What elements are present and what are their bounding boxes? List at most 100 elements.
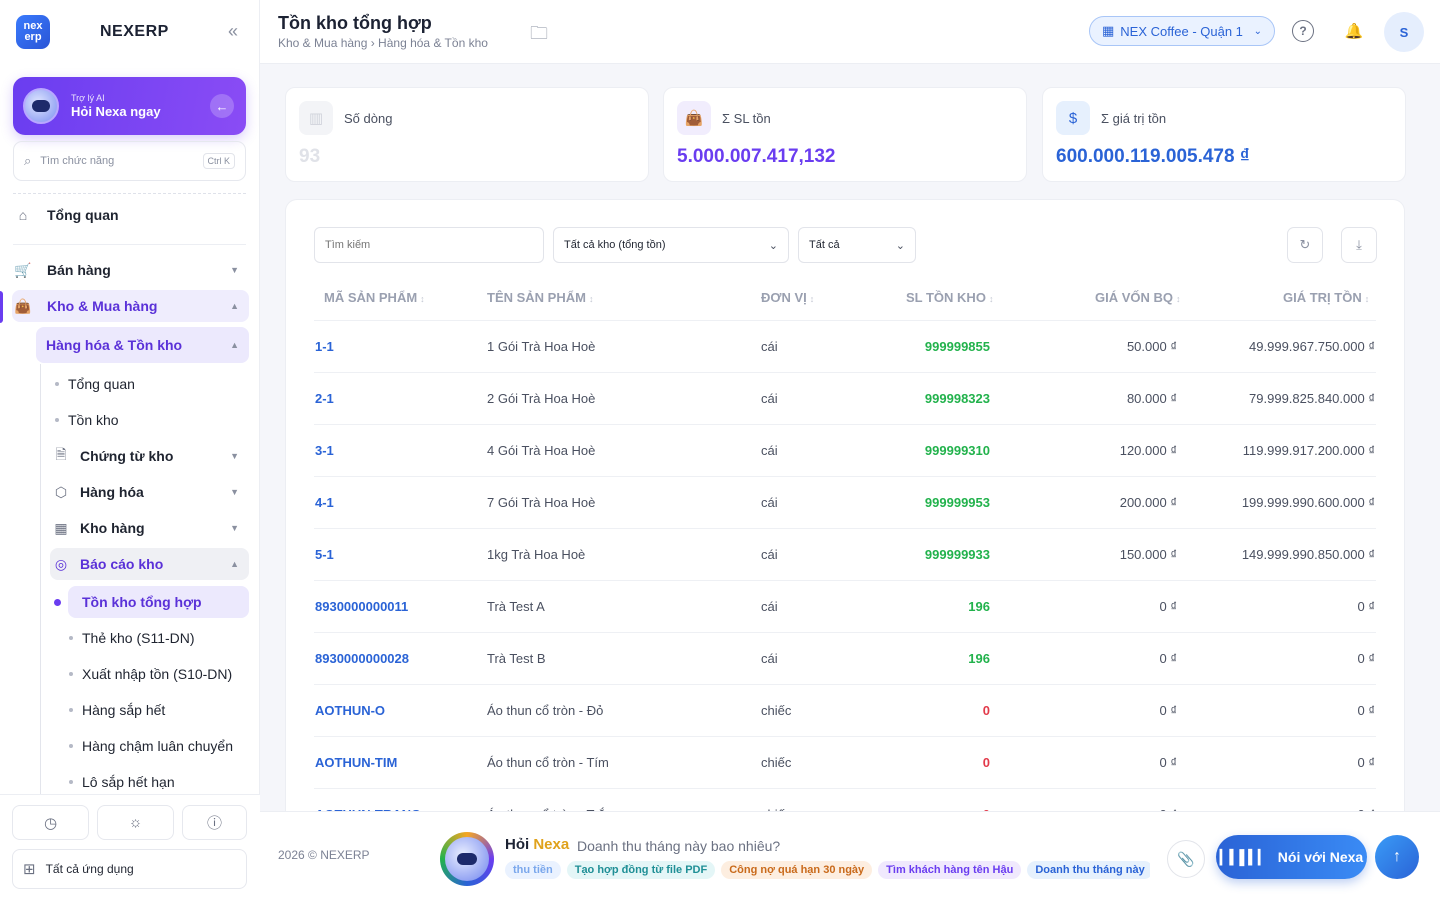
product-code-link[interactable]: 8930000000028	[315, 651, 409, 666]
suggestion-chip[interactable]: Tìm khách hàng tên Hậu	[878, 861, 1022, 879]
table-row[interactable]: 2-1 2 Gói Trà Hoa Hoè cái 999998323 80.000 ₫…	[314, 373, 1376, 425]
product-code-link[interactable]: AOTHUN-TIM	[315, 755, 398, 770]
nav-leaf-label: Lô sắp hết hạn	[82, 774, 175, 790]
nav-leaf-stock[interactable]: Tồn kho	[55, 404, 119, 436]
history-button[interactable]: ◷	[12, 805, 89, 840]
stat-label: Σ giá trị tồn	[1101, 111, 1167, 126]
product-code-link[interactable]: 5-1	[315, 547, 334, 562]
user-avatar[interactable]: S	[1384, 12, 1424, 52]
ai-assistant-card[interactable]: Trợ lý AI Hỏi Nexa ngay ←	[13, 77, 246, 135]
avg-cost-cell: 150.000 ₫	[1119, 547, 1177, 562]
suggestion-chip[interactable]: Công nợ quá hạn 30 ngày	[721, 861, 873, 879]
nav-item-warehouse-docs[interactable]: 🗎 Chứng từ kho ▼	[50, 440, 249, 472]
product-code-link[interactable]: 3-1	[315, 443, 334, 458]
table-row[interactable]: 5-1 1kg Trà Hoa Hoè cái 999999933 150.000 ₫ 1…	[314, 529, 1376, 581]
nav-item-inventory[interactable]: 👜 Kho & Mua hàng ▲	[12, 290, 249, 322]
send-button[interactable]: ↑	[1375, 835, 1419, 879]
column-header-qty[interactable]: SL TỒN KHO ↕	[906, 290, 994, 305]
column-header-name[interactable]: TÊN SẢN PHẨM ↕	[487, 290, 594, 305]
nav-leaf-stock-card[interactable]: Thẻ kho (S11-DN)	[69, 622, 195, 654]
stock-value-cell: 149.999.990.850.000 ₫	[1241, 547, 1375, 562]
help-icon[interactable]: ?	[1292, 20, 1314, 42]
table-row[interactable]: 8930000000011 Trà Test A cái 196 0 ₫ 0 ₫	[314, 581, 1376, 633]
nav-item-goods-stock[interactable]: Hàng hóa & Tồn kho ▲	[36, 327, 249, 363]
nav-item-goods[interactable]: ⬡ Hàng hóa ▼	[50, 476, 249, 508]
stock-qty-cell: 0	[982, 703, 990, 718]
nav-leaf-low-stock[interactable]: Hàng sắp hết	[69, 694, 165, 726]
unit-cell: chiếc	[761, 789, 791, 811]
suggestion-chip[interactable]: Doanh thu tháng này	[1027, 861, 1150, 879]
nexa-prompt-input[interactable]: Doanh thu tháng này bao nhiêu?	[577, 838, 781, 854]
column-header-value[interactable]: GIÁ TRỊ TỒN ↕	[1283, 290, 1370, 305]
unit-cell: chiếc	[761, 755, 792, 770]
column-header-unit[interactable]: ĐƠN VỊ ↕	[761, 290, 815, 305]
alert-button[interactable]: ⓘ	[182, 805, 247, 840]
stat-card-total-qty: 👜 Σ SL tồn 5.000.007.417,132	[663, 87, 1027, 182]
bell-icon[interactable]: 🔔	[1344, 23, 1364, 40]
column-header-code[interactable]: MÃ SẢN PHẨM ↕	[324, 290, 425, 305]
product-code-link[interactable]: 1-1	[315, 339, 334, 354]
bullet	[69, 780, 73, 784]
theme-button[interactable]: ☼	[97, 805, 174, 840]
store-selector[interactable]: ▦ NEX Coffee - Quận 1 ⌄	[1089, 16, 1275, 46]
nav-item-warehouses[interactable]: ▦ Kho hàng ▼	[50, 512, 249, 544]
nav-leaf-summary-stock[interactable]: Tồn kho tổng hợp	[68, 586, 249, 618]
download-button[interactable]: ⤓	[1341, 227, 1377, 263]
nav-leaf-label: Hàng sắp hết	[82, 702, 166, 718]
arrow-left-icon[interactable]: ←	[210, 94, 234, 118]
stock-value-cell: 79.999.825.840.000 ₫	[1249, 391, 1375, 406]
suggestion-chip[interactable]: Tạo hợp đồng từ file PDF	[566, 861, 716, 879]
product-code-link[interactable]: 2-1	[315, 391, 334, 406]
nav-item-sales[interactable]: 🛒 Bán hàng ▼	[12, 254, 249, 286]
nav-leaf-expiring-lots[interactable]: Lô sắp hết hạn	[69, 766, 175, 798]
function-search-placeholder[interactable]: Tìm chức năng	[40, 155, 115, 167]
nav-leaf-label: Tồn kho	[68, 412, 119, 428]
avg-cost-cell: 0 ₫	[1159, 599, 1177, 614]
alert-icon: ⓘ	[206, 815, 222, 832]
stat-value: 5.000.007.417,132	[677, 146, 836, 167]
refresh-button[interactable]: ↻	[1287, 227, 1323, 263]
nav-leaf-goods-overview[interactable]: Tổng quan	[55, 368, 135, 400]
unit-cell: cái	[761, 547, 778, 562]
download-icon: ⤓	[1356, 237, 1362, 252]
product-code-link[interactable]: 8930000000011	[315, 599, 409, 614]
column-header-cost[interactable]: GIÁ VỐN BQ ↕	[1095, 290, 1181, 305]
stock-value-cell: 119.999.917.200.000 ₫	[1242, 443, 1375, 458]
table-row[interactable]: 1-1 1 Gói Trà Hoa Hoè cái 999999855 50.000 ₫…	[314, 321, 1376, 373]
suggestion-chip[interactable]: thu tiền	[505, 861, 561, 879]
nav-item-label: Kho hàng	[80, 520, 145, 536]
stock-qty-cell: 0	[983, 789, 990, 811]
breadcrumb[interactable]: Kho & Mua hàng › Hàng hóa & Tồn kho	[278, 36, 488, 50]
table-row[interactable]: AOTHUN-TIM Áo thun cổ tròn - Tím chiếc 0 0 ₫…	[314, 737, 1376, 789]
nav-item-reports[interactable]: ◎ Báo cáo kho ▲	[50, 548, 249, 580]
bag-icon: 👜	[14, 297, 32, 314]
search-input[interactable]	[314, 227, 544, 263]
nav-leaf-in-out-stock[interactable]: Xuất nhập tồn (S10-DN)	[69, 658, 232, 690]
nexa-ask-bar: Hỏi Nexa Doanh thu tháng này bao nhiêu? …	[430, 829, 1440, 889]
talk-to-nexa-button[interactable]: ▎▍▌▍▎ Nói với Nexa	[1216, 835, 1367, 879]
folder-icon[interactable]: 🗀	[530, 23, 548, 43]
product-code-link[interactable]: AOTHUN-TRANG	[315, 789, 421, 811]
product-code-link[interactable]: 4-1	[315, 495, 334, 510]
table-row[interactable]: 3-1 4 Gói Trà Hoa Hoè cái 999999310 120.000 …	[314, 425, 1376, 477]
table-row[interactable]: 8930000000028 Trà Test B cái 196 0 ₫ 0 ₫	[314, 633, 1376, 685]
status-select[interactable]: Tất cả ⌄	[798, 227, 916, 263]
table-row[interactable]: AOTHUN-TRANG Áo thun cổ tròn - Trắng chiếc…	[314, 789, 1376, 811]
product-code-link[interactable]: AOTHUN-O	[315, 703, 386, 718]
nexa-avatar[interactable]	[440, 832, 494, 886]
stock-qty-cell: 0	[982, 755, 990, 770]
avg-cost-cell: 0 ₫	[1159, 755, 1177, 770]
nav-leaf-label: Thẻ kho (S11-DN)	[82, 630, 195, 646]
product-name-cell: Áo thun cổ tròn - Tím	[487, 755, 609, 770]
all-apps-button[interactable]: ⊞ Tất cả ứng dụng	[12, 849, 247, 889]
double-chevron-left-icon[interactable]: «	[227, 21, 238, 41]
nexerp-logo[interactable]: nex erp	[16, 15, 50, 49]
function-search[interactable]: ⌕ Tìm chức năng Ctrl K	[13, 141, 246, 181]
warehouse-select[interactable]: Tất cả kho (tổng tồn) ⌄	[553, 227, 789, 263]
table-header: MÃ SẢN PHẨM ↕ TÊN SẢN PHẨM ↕ ĐƠN VỊ ↕ SL TỒ…	[314, 275, 1376, 321]
nav-leaf-slow-moving[interactable]: Hàng chậm luân chuyển	[69, 730, 233, 762]
nav-item-overview[interactable]: ⌂ Tổng quan	[12, 199, 249, 231]
table-row[interactable]: AOTHUN-O Áo thun cổ tròn - Đỏ chiếc 0 0 ₫ 0 ₫	[314, 685, 1376, 737]
table-row[interactable]: 4-1 7 Gói Trà Hoa Hoè cái 999999953 200.000 …	[314, 477, 1376, 529]
attach-button[interactable]: 📎	[1167, 840, 1205, 878]
